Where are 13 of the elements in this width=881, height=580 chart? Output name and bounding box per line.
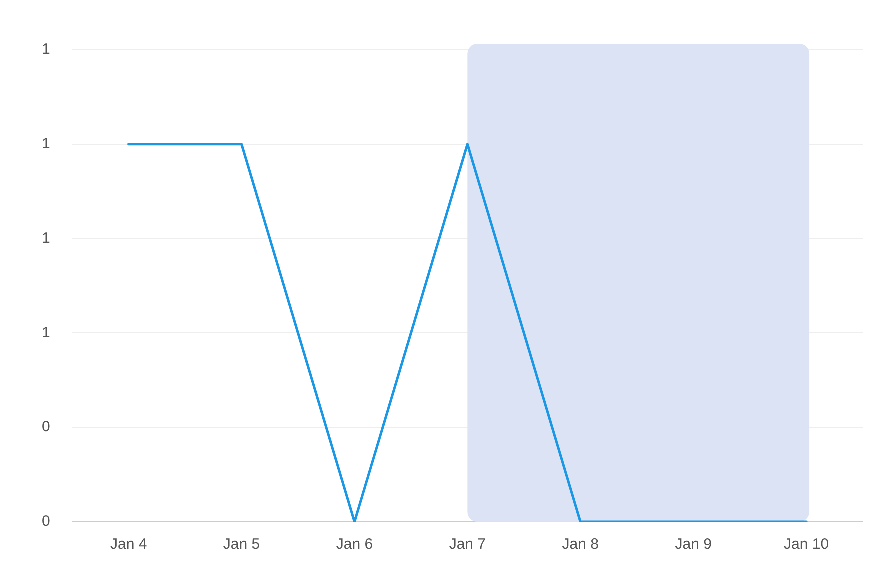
x-tick-label: Jan 4 <box>110 536 148 554</box>
y-tick-label: 0 <box>42 513 50 530</box>
x-tick-label: Jan 9 <box>675 536 712 554</box>
y-tick-label: 1 <box>42 324 50 342</box>
y-tick-label: 1 <box>42 230 50 247</box>
x-tick-label: Jan 7 <box>449 536 486 554</box>
y-tick-label: 0 <box>42 418 50 436</box>
x-tick-label: Jan 10 <box>784 536 830 554</box>
y-tick-label: 1 <box>42 41 50 58</box>
x-tick-label: Jan 8 <box>562 536 599 554</box>
x-tick-label: Jan 5 <box>223 536 260 554</box>
x-tick-label: Jan 6 <box>336 536 374 554</box>
y-tick-label: 1 <box>42 136 50 153</box>
